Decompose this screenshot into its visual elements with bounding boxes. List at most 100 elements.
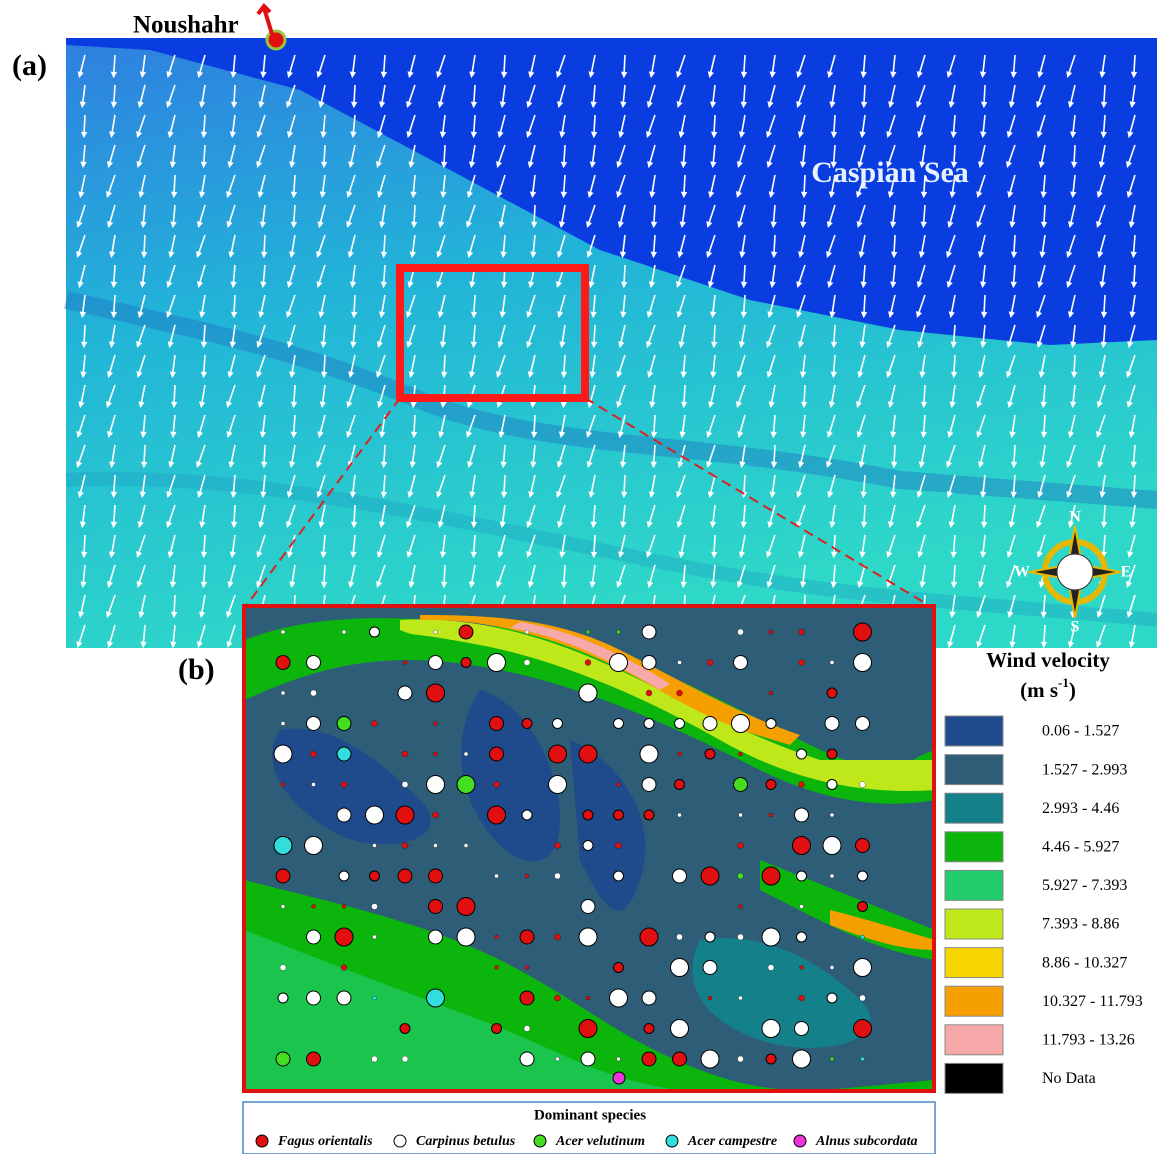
sample-point [678, 752, 682, 756]
sample-point [799, 782, 805, 788]
legend-swatch [945, 948, 1003, 978]
sample-point [642, 1052, 656, 1066]
sample-point [856, 839, 870, 853]
wind-arrow [264, 235, 265, 255]
sample-point [398, 686, 412, 700]
sample-point [335, 928, 353, 946]
sample-point [434, 630, 438, 634]
legend-label: 5.927 - 7.393 [1042, 877, 1127, 894]
sea-label: Caspian Sea [811, 156, 969, 189]
sample-point [795, 808, 809, 822]
sample-point [830, 874, 834, 878]
wind-arrow [894, 235, 895, 255]
legend-swatch [945, 909, 1003, 939]
town-label: Noushahr [133, 12, 239, 39]
sample-point [337, 747, 351, 761]
wind-arrow [234, 505, 235, 525]
legend-swatch [945, 755, 1003, 785]
town-marker [267, 31, 285, 49]
sample-point [614, 719, 624, 729]
sample-point [799, 995, 805, 1001]
sample-point [579, 745, 597, 763]
sample-point [762, 928, 780, 946]
sample-point [827, 993, 837, 1003]
sample-point [739, 813, 743, 817]
wind-arrow [954, 355, 955, 375]
wind-arrow [984, 295, 985, 315]
sample-point [762, 867, 780, 885]
panel-a: (a) Noushahr Caspian Sea N E S W [12, 6, 1157, 648]
sample-point [276, 656, 290, 670]
sample-point [800, 905, 804, 909]
sample-point [673, 869, 687, 883]
legend-title: Dominant species [534, 1107, 646, 1123]
sample-point [307, 717, 321, 731]
wind-arrow [144, 445, 145, 465]
legend-label: No Data [1042, 1070, 1096, 1087]
sample-point [366, 806, 384, 824]
sample-point [281, 691, 285, 695]
sample-point [341, 782, 347, 788]
wind-arrow [324, 145, 325, 165]
sample-point [705, 749, 715, 759]
sample-point [281, 722, 285, 726]
sample-point [766, 1054, 776, 1064]
sample-point [642, 778, 656, 792]
sample-point [708, 996, 712, 1000]
wind-arrow [594, 115, 595, 135]
sample-point [732, 715, 750, 733]
sample-point [644, 719, 654, 729]
sample-point [429, 930, 443, 944]
legend-swatch [945, 986, 1003, 1016]
sample-point [701, 1050, 719, 1068]
sample-point [705, 932, 715, 942]
sample-point [642, 656, 656, 670]
sample-point [555, 843, 561, 849]
sample-point [429, 900, 443, 914]
sample-point [461, 658, 471, 668]
sample-point [281, 783, 285, 787]
sample-point [490, 747, 504, 761]
sample-point [860, 995, 866, 1001]
sample-point [342, 905, 346, 909]
sample-point [703, 717, 717, 731]
wind-arrow [324, 565, 325, 585]
wind-arrow [684, 175, 685, 195]
sample-point [768, 965, 774, 971]
sample-point [854, 654, 872, 672]
wind-arrow [144, 235, 145, 255]
sample-point [861, 935, 865, 939]
sample-point [646, 690, 652, 696]
sample-point [372, 721, 378, 727]
sample-point [464, 844, 468, 848]
sample-point [402, 843, 408, 849]
sample-point [671, 1020, 689, 1038]
legend-marker [394, 1135, 406, 1147]
sample-point [644, 1024, 654, 1034]
wind-arrow [264, 445, 265, 465]
sample-point [403, 661, 407, 665]
sample-point [762, 1020, 780, 1038]
sample-point [370, 871, 380, 881]
sample-point [610, 654, 628, 672]
sample-point [640, 745, 658, 763]
wind-arrow [864, 295, 865, 315]
sample-point [524, 660, 530, 666]
wind-arrow [444, 145, 445, 165]
sample-point [799, 660, 805, 666]
sample-point [281, 905, 285, 909]
sample-point [579, 684, 597, 702]
sample-point [488, 806, 506, 824]
wind-arrow [684, 385, 685, 405]
legend-marker [534, 1135, 546, 1147]
legend-swatch [945, 870, 1003, 900]
sample-point [707, 660, 713, 666]
sample-point [675, 780, 685, 790]
sample-point [555, 873, 561, 879]
sample-point [617, 630, 621, 634]
wind-arrow [1044, 205, 1045, 225]
sample-point [613, 1072, 625, 1084]
sample-point [457, 898, 475, 916]
wind-arrow [354, 295, 355, 315]
sample-point [522, 810, 532, 820]
